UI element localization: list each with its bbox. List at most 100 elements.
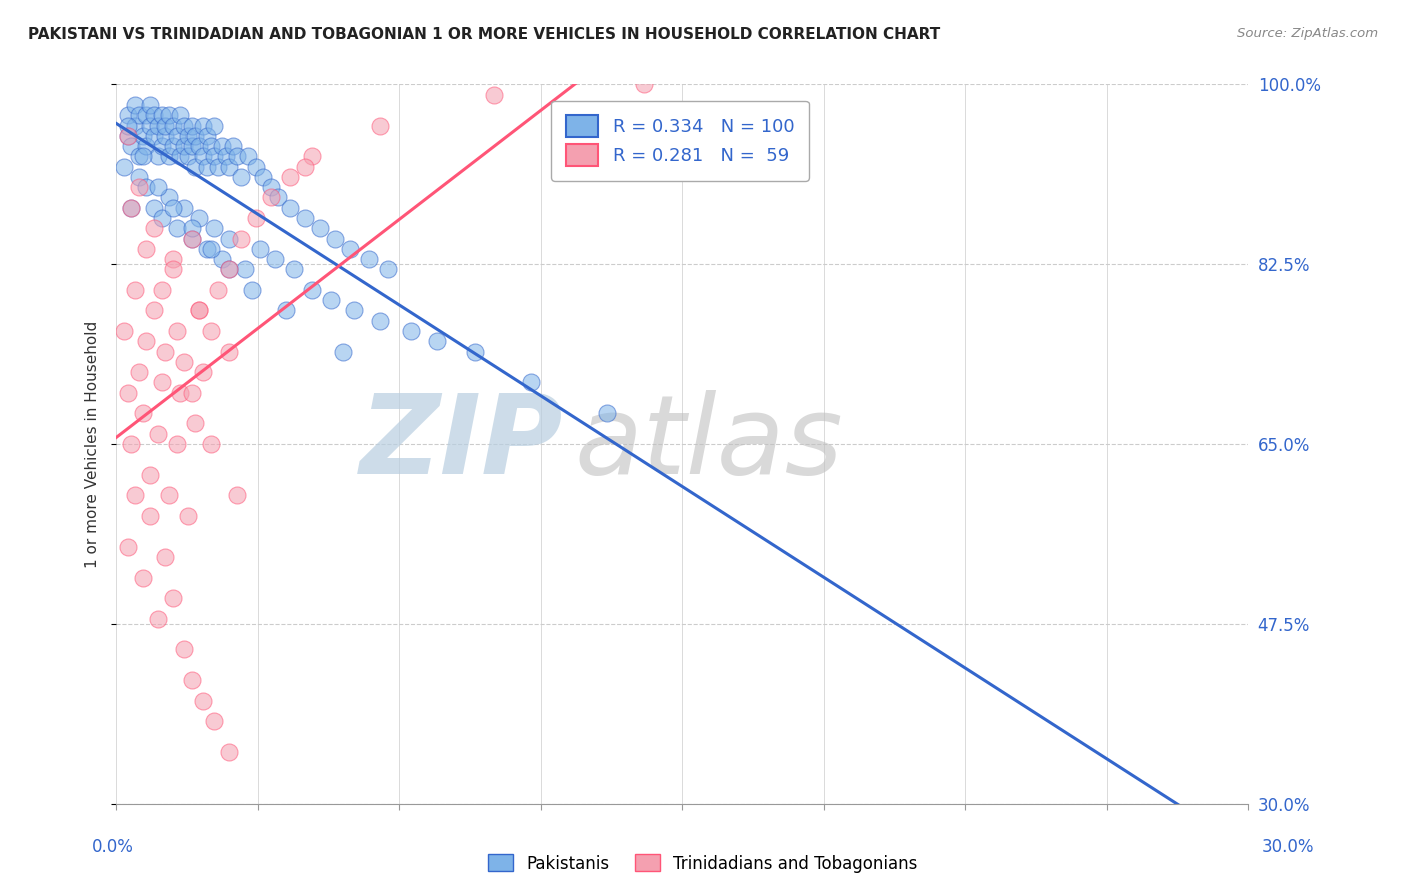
Point — [173, 642, 195, 657]
Point — [207, 160, 229, 174]
Point — [173, 201, 195, 215]
Point — [202, 221, 225, 235]
Point — [301, 283, 323, 297]
Point — [240, 283, 263, 297]
Point — [229, 231, 252, 245]
Point — [191, 119, 214, 133]
Y-axis label: 1 or more Vehicles in Household: 1 or more Vehicles in Household — [86, 320, 100, 567]
Point — [184, 128, 207, 143]
Text: PAKISTANI VS TRINIDADIAN AND TOBAGONIAN 1 OR MORE VEHICLES IN HOUSEHOLD CORRELAT: PAKISTANI VS TRINIDADIAN AND TOBAGONIAN … — [28, 27, 941, 42]
Point — [169, 385, 191, 400]
Point — [202, 119, 225, 133]
Point — [218, 344, 240, 359]
Legend: R = 0.334   N = 100, R = 0.281   N =  59: R = 0.334 N = 100, R = 0.281 N = 59 — [551, 101, 808, 181]
Point — [162, 139, 184, 153]
Point — [226, 488, 249, 502]
Point — [146, 612, 169, 626]
Point — [218, 262, 240, 277]
Point — [294, 160, 316, 174]
Point — [150, 376, 173, 390]
Point — [166, 221, 188, 235]
Point — [166, 324, 188, 338]
Point — [135, 242, 157, 256]
Point — [155, 119, 177, 133]
Point — [202, 714, 225, 729]
Point — [166, 437, 188, 451]
Point — [150, 211, 173, 225]
Point — [124, 283, 146, 297]
Point — [233, 262, 256, 277]
Point — [146, 180, 169, 194]
Point — [120, 201, 142, 215]
Point — [633, 78, 655, 92]
Point — [370, 119, 392, 133]
Point — [150, 283, 173, 297]
Text: 0.0%: 0.0% — [91, 838, 134, 856]
Point — [120, 437, 142, 451]
Point — [131, 149, 153, 163]
Point — [112, 324, 135, 338]
Point — [215, 149, 238, 163]
Point — [155, 549, 177, 564]
Point — [135, 334, 157, 349]
Point — [191, 694, 214, 708]
Point — [180, 231, 202, 245]
Point — [202, 149, 225, 163]
Point — [112, 160, 135, 174]
Point — [218, 231, 240, 245]
Point — [482, 87, 505, 102]
Point — [200, 324, 222, 338]
Point — [166, 128, 188, 143]
Point — [245, 211, 267, 225]
Point — [260, 180, 283, 194]
Point — [207, 283, 229, 297]
Point — [124, 488, 146, 502]
Point — [177, 149, 200, 163]
Point — [143, 303, 166, 318]
Point — [267, 190, 290, 204]
Point — [252, 169, 274, 184]
Point — [169, 108, 191, 122]
Point — [162, 119, 184, 133]
Point — [143, 128, 166, 143]
Point — [195, 128, 218, 143]
Point — [180, 221, 202, 235]
Point — [128, 108, 150, 122]
Point — [157, 108, 180, 122]
Point — [155, 128, 177, 143]
Point — [211, 139, 233, 153]
Point — [135, 108, 157, 122]
Point — [124, 119, 146, 133]
Point — [464, 344, 486, 359]
Point — [399, 324, 422, 338]
Point — [222, 139, 245, 153]
Text: Source: ZipAtlas.com: Source: ZipAtlas.com — [1237, 27, 1378, 40]
Point — [162, 262, 184, 277]
Point — [180, 119, 202, 133]
Point — [117, 108, 139, 122]
Point — [157, 488, 180, 502]
Point — [135, 139, 157, 153]
Point — [321, 293, 343, 308]
Point — [332, 344, 354, 359]
Point — [139, 98, 162, 112]
Point — [274, 303, 297, 318]
Point — [143, 221, 166, 235]
Point — [139, 508, 162, 523]
Point — [177, 508, 200, 523]
Text: 30.0%: 30.0% — [1263, 838, 1315, 856]
Point — [184, 417, 207, 431]
Point — [120, 139, 142, 153]
Point — [143, 201, 166, 215]
Point — [357, 252, 380, 266]
Point — [128, 365, 150, 379]
Point — [184, 160, 207, 174]
Point — [177, 128, 200, 143]
Point — [249, 242, 271, 256]
Point — [128, 149, 150, 163]
Point — [162, 201, 184, 215]
Point — [283, 262, 305, 277]
Point — [294, 211, 316, 225]
Point — [173, 139, 195, 153]
Point — [117, 540, 139, 554]
